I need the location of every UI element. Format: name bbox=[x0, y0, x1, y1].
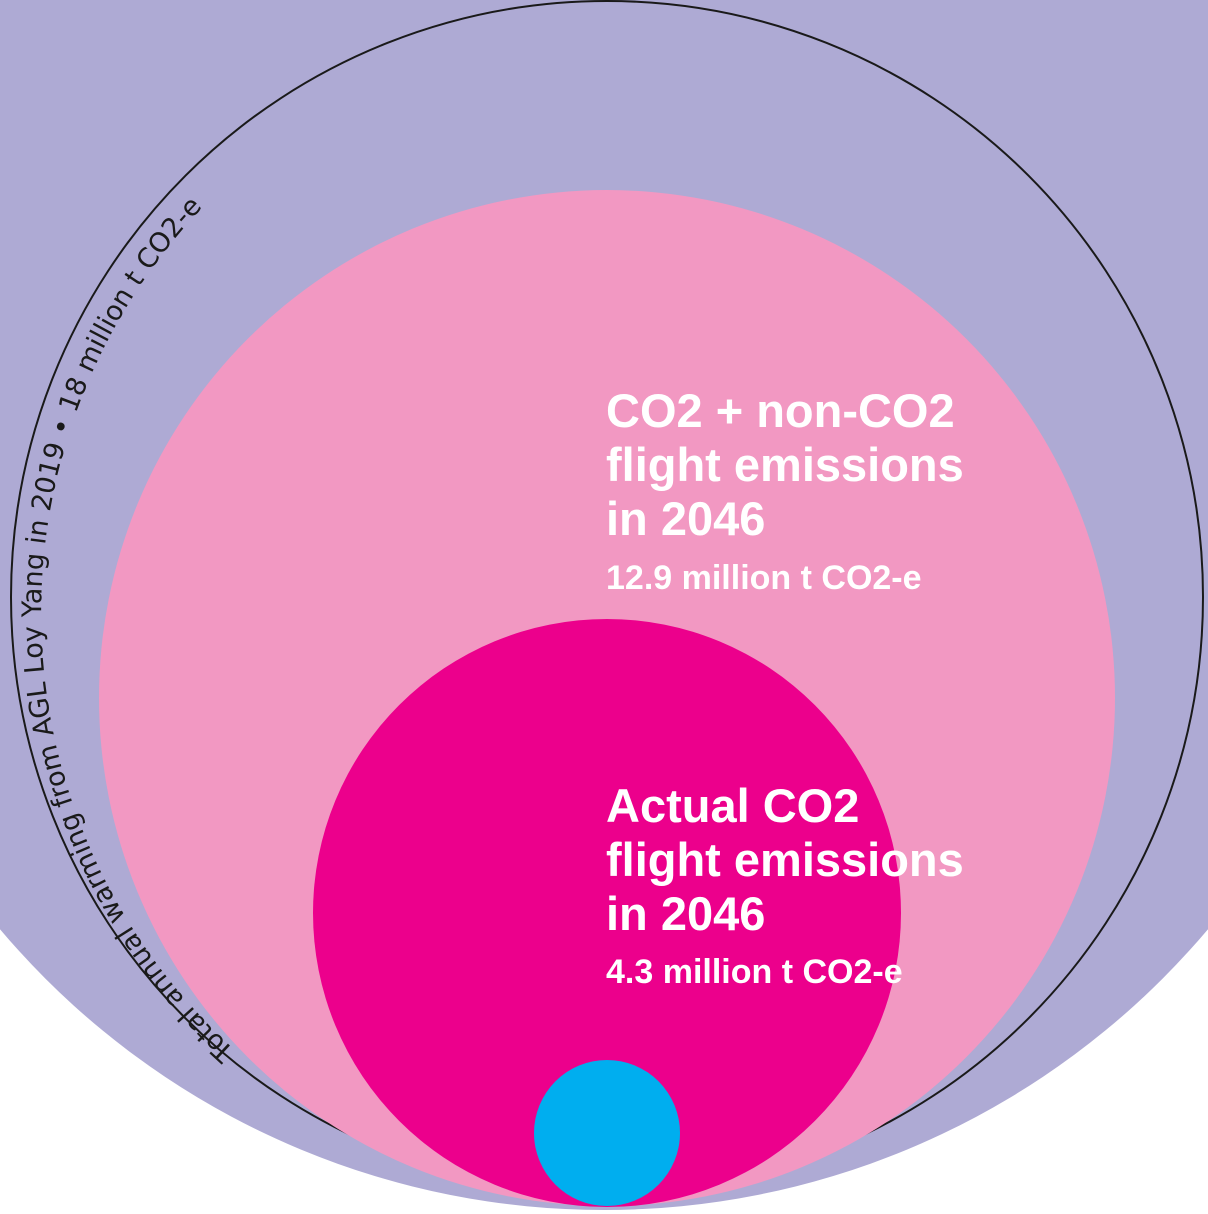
actual-co2-title-line-1: Actual CO2 bbox=[606, 779, 859, 832]
small-blue-circle bbox=[534, 1060, 680, 1206]
actual-co2-circle bbox=[313, 619, 901, 1207]
actual-co2-title-line-2: flight emissions bbox=[606, 833, 964, 886]
actual-co2-value-label: 4.3 million t CO2-e bbox=[606, 953, 903, 991]
co2-non-co2-value-label: 12.9 million t CO2-e bbox=[606, 559, 922, 597]
co2-non-co2-title-line-3: in 2046 bbox=[606, 492, 765, 545]
co2-non-co2-title-line-1: CO2 + non-CO2 bbox=[606, 384, 955, 437]
actual-co2-title-line-3: in 2046 bbox=[606, 887, 765, 940]
co2-non-co2-title-line-2: flight emissions bbox=[606, 438, 964, 491]
